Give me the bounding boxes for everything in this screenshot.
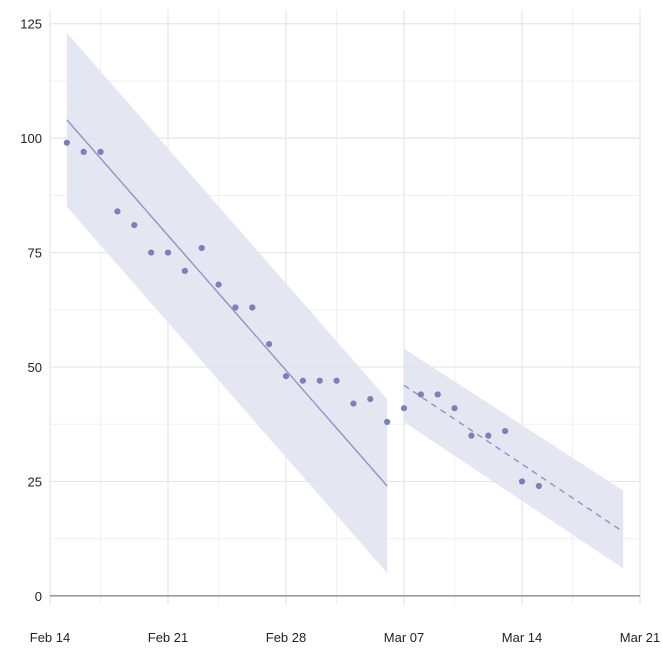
y-tick-label: 100 xyxy=(20,131,42,146)
data-point xyxy=(468,432,475,439)
y-tick-label: 125 xyxy=(20,17,42,32)
data-point xyxy=(434,391,441,398)
tick-layer: Feb 14 Feb 21 Feb 28 Mar 07 Mar 14 Mar 21 0 25 5… xyxy=(20,17,660,645)
data-point xyxy=(485,432,492,439)
data-point xyxy=(350,400,357,407)
band-layer xyxy=(66,32,624,573)
data-point xyxy=(164,249,172,256)
point-layer xyxy=(63,139,542,490)
fit-line xyxy=(66,119,388,487)
data-point xyxy=(282,373,290,380)
data-point xyxy=(114,208,121,215)
data-point xyxy=(299,377,306,384)
data-point xyxy=(417,391,424,398)
confidence-band xyxy=(404,348,624,569)
data-point xyxy=(384,418,391,426)
x-tick-label: Feb 14 xyxy=(30,630,70,645)
data-point xyxy=(518,478,526,485)
data-point xyxy=(367,395,374,403)
x-tick-label: Mar 14 xyxy=(502,630,542,645)
data-point xyxy=(502,427,509,435)
data-point xyxy=(215,281,222,288)
x-tick-label: Feb 28 xyxy=(266,630,306,645)
x-tick-label: Feb 21 xyxy=(148,630,188,645)
y-tick-label: 25 xyxy=(28,474,42,489)
line-layer xyxy=(66,119,624,533)
data-point xyxy=(316,377,323,384)
data-point xyxy=(535,482,542,490)
data-point xyxy=(80,148,87,155)
data-point xyxy=(148,249,155,256)
x-tick-label: Mar 07 xyxy=(384,630,424,645)
data-point xyxy=(131,222,138,229)
y-tick-label: 0 xyxy=(35,589,42,604)
data-point xyxy=(63,139,70,146)
data-point xyxy=(198,244,205,252)
data-point xyxy=(249,304,256,311)
y-tick-label: 50 xyxy=(28,360,42,375)
data-point xyxy=(400,405,408,412)
y-tick-label: 75 xyxy=(28,246,42,261)
data-point xyxy=(266,341,273,348)
data-point xyxy=(97,148,104,155)
data-point xyxy=(333,377,340,384)
data-point xyxy=(181,267,188,274)
data-point xyxy=(451,405,458,412)
data-point xyxy=(232,304,239,311)
x-tick-label: Mar 21 xyxy=(620,630,660,645)
